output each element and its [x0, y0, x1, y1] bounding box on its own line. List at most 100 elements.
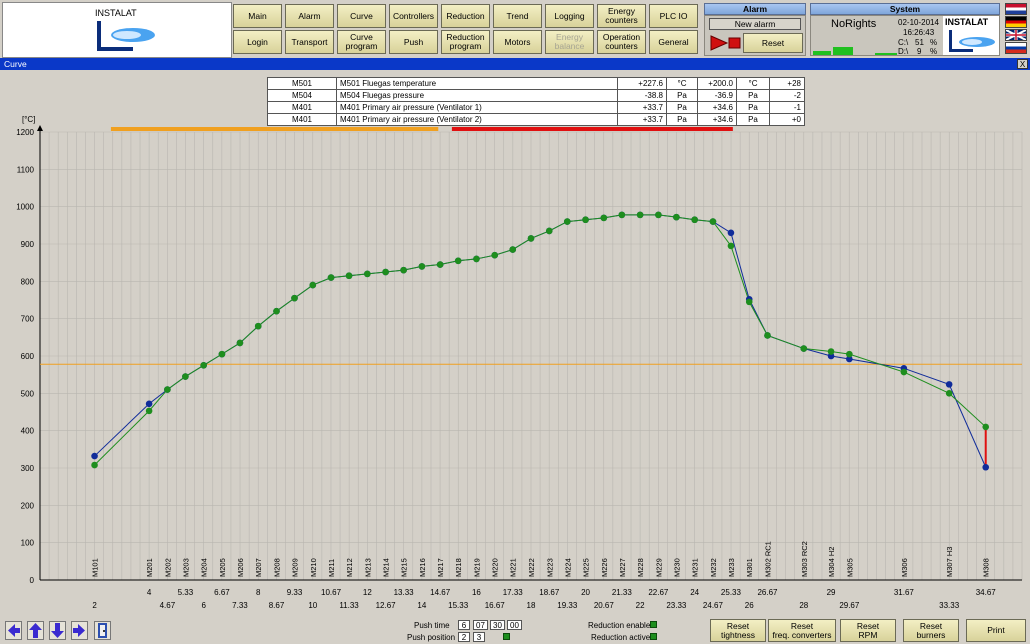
- x-tick-label-bottom: 26: [745, 601, 754, 610]
- push-time-field-1[interactable]: 6: [458, 620, 470, 630]
- nav-button-controllers[interactable]: Controllers: [389, 4, 438, 28]
- push-position-field-1[interactable]: 2: [458, 632, 470, 642]
- data-point: [454, 257, 462, 265]
- x-tick-label-bottom: 15.33: [448, 601, 469, 610]
- zone-bar: [451, 127, 733, 131]
- data-point: [273, 307, 280, 315]
- nav-button-operation-counters[interactable]: Operation counters: [597, 30, 646, 54]
- push-time-field-4[interactable]: 00: [507, 620, 522, 630]
- nav-button-push[interactable]: Push: [389, 30, 438, 54]
- legend-cell: Pa: [666, 113, 698, 126]
- arrow-down-button[interactable]: [49, 621, 66, 640]
- arrow-up-button[interactable]: [27, 621, 44, 640]
- arrow-left-button[interactable]: [5, 621, 22, 640]
- nav-button-energy-counters[interactable]: Energy counters: [597, 4, 646, 28]
- data-point: [327, 274, 335, 281]
- legend-row: M504 M504 Fluegas pressure -38.8 Pa -36.9 Pa -…: [267, 89, 805, 102]
- russian-flag-icon[interactable]: [1005, 42, 1027, 54]
- logo-text: INSTALAT: [95, 8, 137, 18]
- sensor-label: M225: [582, 558, 591, 577]
- reduction-enable-indicator: [650, 621, 657, 628]
- data-point: [618, 211, 626, 219]
- x-tick-label-bottom: 28: [799, 601, 808, 610]
- nav-button-trend[interactable]: Trend: [493, 4, 542, 28]
- data-point: [764, 332, 771, 339]
- print-button[interactable]: Print: [966, 619, 1026, 642]
- close-window-button[interactable]: X: [1017, 59, 1028, 69]
- data-point: [364, 270, 371, 278]
- nav-button-reduction-program[interactable]: Reduction program: [441, 30, 490, 54]
- x-tick-label-top: 17.33: [503, 588, 524, 597]
- sensor-label: M219: [472, 558, 481, 577]
- sensor-label: M305: [845, 558, 854, 577]
- nav-button-general[interactable]: General: [649, 30, 698, 54]
- nav-button-main[interactable]: Main: [233, 4, 282, 28]
- x-tick-label-bottom: 14: [417, 601, 426, 610]
- sensor-label: M101: [91, 558, 100, 577]
- x-tick-label-bottom: 20.67: [594, 601, 615, 610]
- reset-burners-button[interactable]: Reset burners: [903, 619, 959, 642]
- push-position-field-2[interactable]: 3: [473, 632, 485, 642]
- reset-freq-converters-button[interactable]: Reset freq. converters: [768, 619, 836, 642]
- data-point: [846, 355, 853, 363]
- exit-door-icon[interactable]: [94, 621, 111, 640]
- sensor-label: M228: [636, 558, 645, 577]
- legend-cell: M504: [267, 89, 337, 102]
- data-point: [709, 218, 717, 225]
- x-tick-label-top: 24: [690, 588, 699, 597]
- y-tick-label: 500: [21, 389, 35, 398]
- nav-button-motors[interactable]: Motors: [493, 30, 542, 54]
- cpu-bar-2: [833, 47, 853, 55]
- nav-button-transport[interactable]: Transport: [285, 30, 334, 54]
- dutch-flag-icon[interactable]: [1005, 3, 1027, 15]
- data-point: [827, 348, 835, 355]
- uk-flag-icon[interactable]: [1005, 29, 1027, 41]
- x-tick-label-bottom: 8.67: [269, 601, 285, 610]
- reset-tightness-button[interactable]: Reset tightness: [710, 619, 766, 642]
- alarm-reset-button[interactable]: Reset: [743, 33, 803, 53]
- push-position-indicator: [503, 633, 510, 640]
- nav-button-plc-io[interactable]: PLC IO: [649, 4, 698, 28]
- x-tick-label-bottom: 24.67: [703, 601, 724, 610]
- sensor-label: M307 H3: [945, 547, 954, 577]
- x-tick-label-top: 5.33: [178, 588, 194, 597]
- legend-cell: M501: [267, 77, 337, 90]
- measurement-legend: M501 M501 Fluegas temperature +227.6 °C +200…: [267, 77, 805, 126]
- sensor-label: M205: [218, 558, 227, 577]
- curve-chart: 0 100 200 300 400 500 600 700 800 900 1000 1100 1200…: [0, 70, 1030, 618]
- legend-cell: +28: [769, 77, 805, 90]
- alarm-panel: New alarm Reset: [704, 15, 806, 56]
- x-tick-label-bottom: 12.67: [376, 601, 397, 610]
- nav-button-reduction[interactable]: Reduction: [441, 4, 490, 28]
- x-tick-label-top: 12: [363, 588, 372, 597]
- x-tick-label-top: 4: [147, 588, 152, 597]
- nav-button-energy-balance[interactable]: Energy balance: [545, 30, 594, 54]
- y-tick-label: 0: [30, 576, 35, 585]
- data-point: [527, 235, 535, 242]
- x-tick-label-top: 16: [472, 588, 481, 597]
- sensor-label: M308: [982, 558, 991, 577]
- data-point: [473, 255, 480, 263]
- data-point: [600, 214, 608, 222]
- nav-button-curve-program[interactable]: Curve program: [337, 30, 386, 54]
- legend-row: M401 M401 Primary air pressure (Ventilato…: [267, 113, 805, 126]
- disk-c-unit: %: [930, 38, 938, 47]
- disk-c-value: 51: [915, 38, 924, 47]
- nav-button-login[interactable]: Login: [233, 30, 282, 54]
- x-tick-label-bottom: 7.33: [232, 601, 248, 610]
- legend-cell: Pa: [666, 101, 698, 114]
- nav-button-logging[interactable]: Logging: [545, 4, 594, 28]
- sensor-label: M232: [709, 558, 718, 577]
- push-time-field-2[interactable]: 07: [473, 620, 488, 630]
- new-alarm-indicator[interactable]: New alarm: [709, 18, 801, 30]
- nav-button-alarm[interactable]: Alarm: [285, 4, 334, 28]
- data-point: [491, 251, 499, 259]
- sensor-label: M304 H2: [827, 547, 836, 577]
- nav-button-curve[interactable]: Curve: [337, 4, 386, 28]
- german-flag-icon[interactable]: [1005, 16, 1027, 28]
- arrow-right-button[interactable]: [71, 621, 88, 640]
- sensor-label: M227: [618, 558, 627, 577]
- data-point: [945, 390, 953, 397]
- reset-rpm-button[interactable]: Reset RPM: [840, 619, 896, 642]
- push-time-field-3[interactable]: 30: [490, 620, 505, 630]
